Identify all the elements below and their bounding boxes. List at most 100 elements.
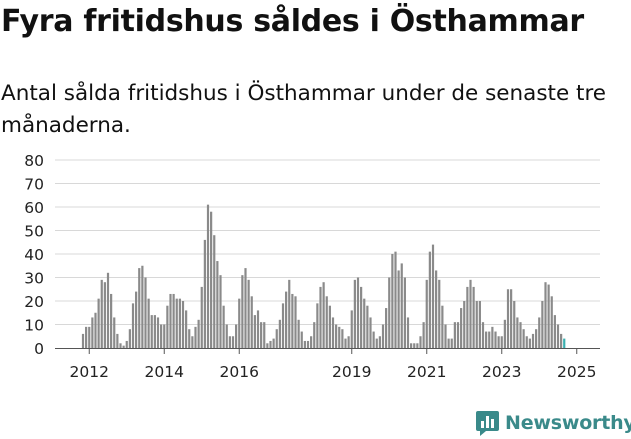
bar (344, 338, 347, 348)
bar (556, 324, 560, 348)
bar (188, 329, 191, 348)
bars (81, 204, 566, 348)
bar (347, 336, 350, 348)
bar (163, 324, 166, 348)
bar (288, 279, 291, 348)
bar (425, 279, 428, 348)
bar (510, 289, 513, 348)
bar (241, 275, 244, 348)
bar (291, 293, 294, 348)
bar (444, 324, 447, 348)
bar (331, 317, 335, 348)
bar (372, 331, 375, 348)
bar (272, 338, 275, 348)
bar (341, 329, 344, 348)
bar (366, 305, 369, 348)
bar (313, 322, 316, 348)
bar (306, 340, 310, 348)
x-tick-label: 2012 (70, 363, 109, 381)
bar (300, 331, 303, 348)
bar (310, 336, 313, 348)
bar (450, 338, 453, 348)
bar (294, 296, 297, 348)
y-tick-label: 40 (24, 246, 44, 264)
bar (253, 315, 256, 348)
bar (397, 270, 400, 348)
x-tick-label: 2021 (407, 363, 446, 381)
bar (538, 317, 541, 348)
bar (422, 322, 425, 348)
bar (197, 319, 200, 348)
bar (472, 286, 475, 348)
bar (528, 338, 531, 348)
bar (231, 336, 235, 348)
bar (506, 289, 510, 348)
bar (375, 338, 378, 348)
bar (191, 336, 194, 348)
bar (391, 254, 394, 348)
bar (531, 333, 535, 348)
bar (497, 336, 500, 348)
bar (553, 315, 556, 348)
bar (147, 298, 150, 348)
bar (338, 326, 341, 348)
bar (544, 282, 547, 348)
chart-subtitle: Antal sålda fritidshus i Östhammar under… (1, 81, 607, 138)
bar (541, 301, 544, 348)
bar (494, 331, 497, 348)
bar (150, 315, 153, 348)
bar (428, 251, 431, 348)
bar (169, 293, 172, 348)
bar (378, 336, 381, 348)
bar (513, 301, 516, 348)
bar (81, 333, 85, 348)
bar (503, 319, 506, 348)
bar (285, 291, 288, 348)
y-tick-label: 0 (34, 340, 44, 358)
bar (560, 333, 563, 348)
bar (210, 211, 213, 348)
bar (91, 317, 94, 348)
bar (94, 312, 97, 348)
y-tick-label: 20 (24, 293, 44, 311)
bar (106, 272, 110, 348)
y-tick-label: 10 (24, 317, 44, 335)
bar (153, 315, 156, 348)
bar (122, 345, 125, 348)
bar (219, 275, 222, 348)
bar (416, 343, 419, 348)
bar (469, 279, 472, 348)
bar (138, 268, 141, 348)
y-tick-label: 30 (24, 270, 44, 288)
bar (328, 305, 331, 348)
bar (185, 310, 188, 348)
bar (297, 319, 300, 348)
brand-name: Newsworthy (505, 412, 631, 434)
bar (213, 235, 216, 348)
bar (403, 277, 406, 348)
bar (269, 340, 272, 348)
bar (356, 277, 360, 348)
bar (88, 326, 91, 348)
bar (369, 317, 372, 348)
bar (238, 298, 241, 348)
x-tick-label: 2025 (557, 363, 596, 381)
bar (216, 261, 219, 348)
bar (178, 298, 181, 348)
bar (500, 336, 503, 348)
bar (385, 308, 388, 348)
y-tick-label: 80 (24, 152, 44, 170)
bar (516, 317, 519, 348)
bar (478, 301, 481, 348)
bar (194, 326, 197, 348)
bar (181, 301, 185, 348)
bar (225, 324, 228, 348)
bar (278, 319, 281, 348)
bar (156, 317, 160, 348)
bar (113, 317, 116, 348)
bar (550, 296, 553, 348)
bar (485, 331, 488, 348)
bar (85, 326, 88, 348)
x-axis-ticks: 2012 2014 2016 2019 2021 2023 2025 (70, 348, 596, 381)
